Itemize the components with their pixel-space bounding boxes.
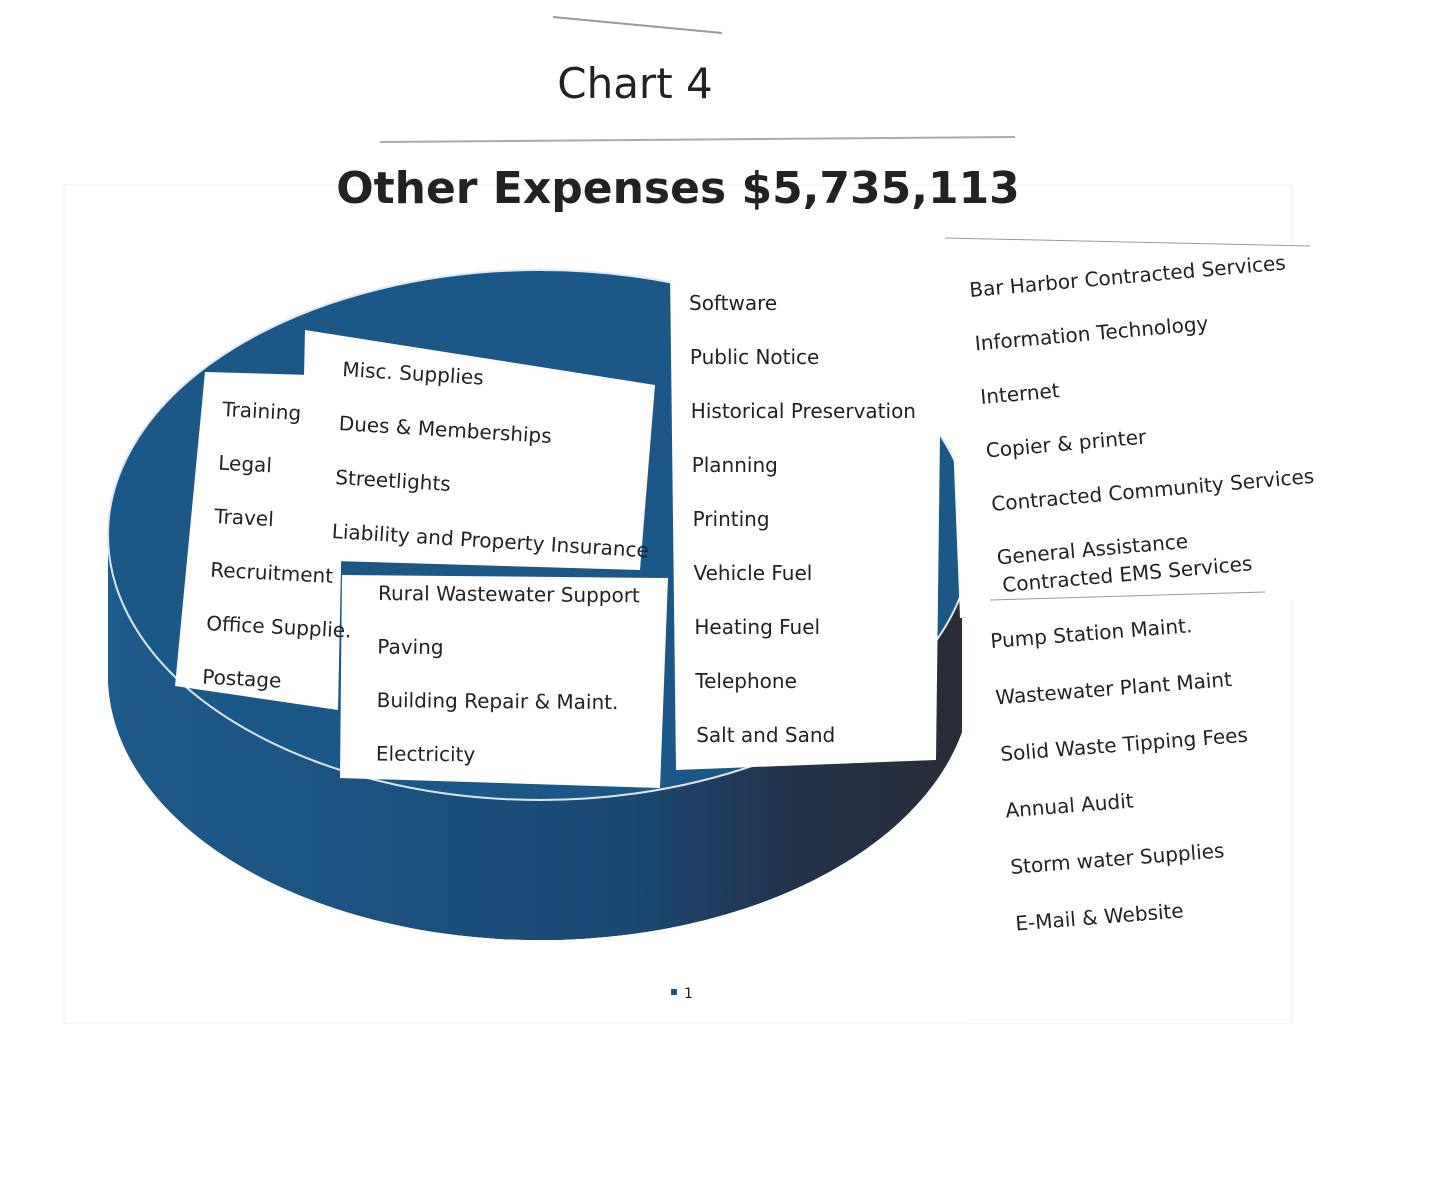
expense-label: Building Repair & Maint. bbox=[377, 688, 619, 714]
legend-label: 1 bbox=[684, 986, 693, 1002]
expense-label: Paving bbox=[377, 635, 443, 660]
cut-line bbox=[944, 237, 1311, 247]
legend-swatch bbox=[671, 989, 677, 995]
expense-label: Software bbox=[689, 291, 777, 315]
panel bbox=[670, 268, 942, 770]
cut-line bbox=[989, 591, 1266, 601]
expense-label: Postage bbox=[202, 665, 282, 693]
expense-label: Vehicle Fuel bbox=[694, 561, 813, 585]
expense-label: Rural Wastewater Support bbox=[378, 581, 640, 607]
expense-label: Electricity bbox=[376, 742, 476, 767]
expense-label: Legal bbox=[218, 451, 273, 478]
panel bbox=[300, 330, 655, 570]
expense-label: Public Notice bbox=[690, 345, 819, 369]
expense-label: Printing bbox=[693, 507, 770, 531]
expense-label: Historical Preservation bbox=[691, 399, 916, 423]
panel bbox=[945, 240, 1310, 618]
panel bbox=[962, 592, 1290, 1023]
expense-label: Heating Fuel bbox=[694, 615, 820, 639]
cut-line bbox=[379, 136, 1016, 143]
chart-label: Chart 4 bbox=[557, 59, 713, 108]
expense-label: Planning bbox=[692, 453, 778, 477]
expense-label: Telephone bbox=[694, 669, 797, 693]
expense-label: Training bbox=[221, 397, 302, 425]
cut-line bbox=[552, 16, 723, 34]
expense-label: Salt and Sand bbox=[696, 723, 835, 747]
title: Other Expenses $5,735,113 bbox=[336, 163, 1020, 214]
expense-label: Travel bbox=[213, 504, 275, 531]
panel bbox=[340, 575, 668, 788]
